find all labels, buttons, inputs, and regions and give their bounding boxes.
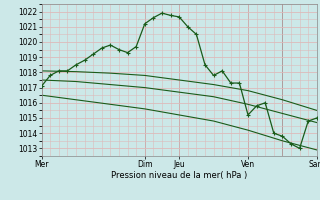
X-axis label: Pression niveau de la mer( hPa ): Pression niveau de la mer( hPa ) <box>111 171 247 180</box>
